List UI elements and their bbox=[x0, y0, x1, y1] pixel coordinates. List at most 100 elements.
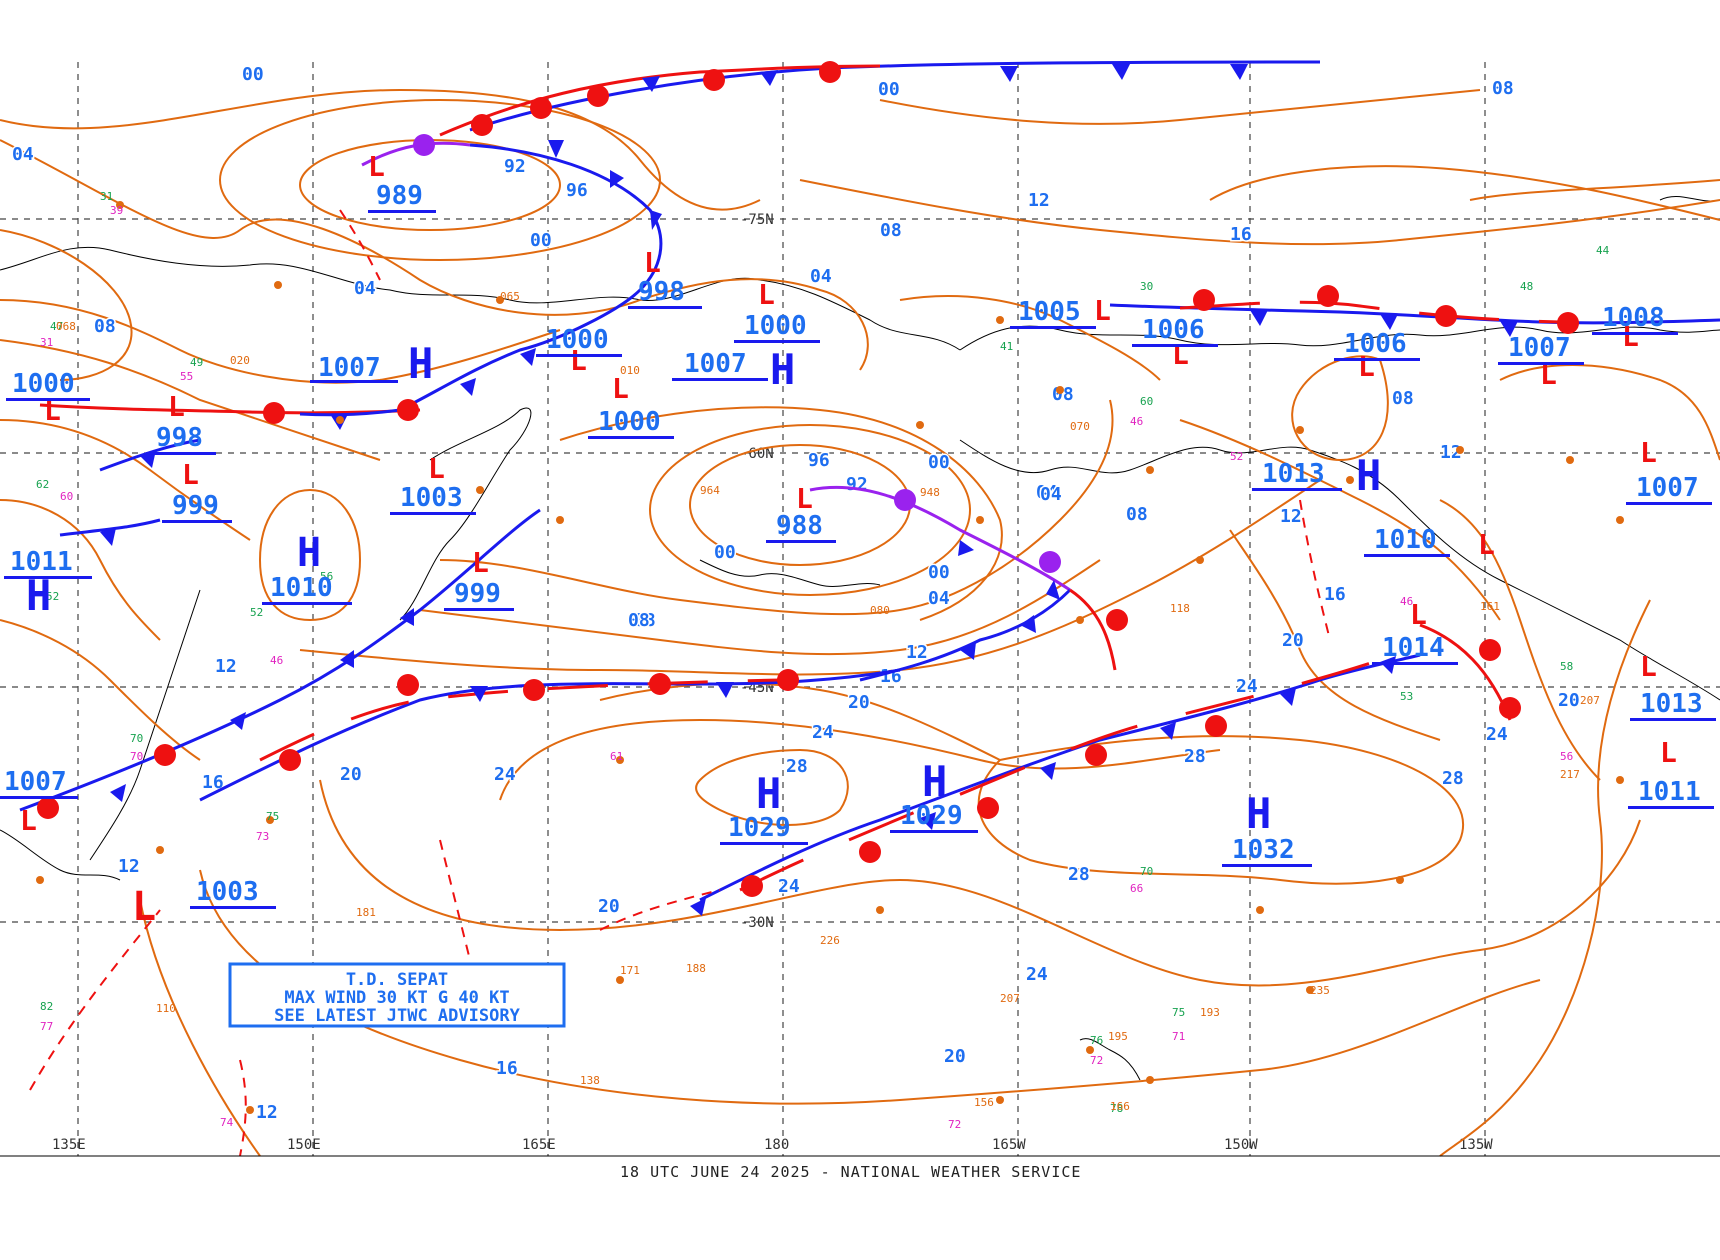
isobar-label: 28 bbox=[1184, 746, 1206, 767]
high-centers: H 1007 H 1007 H 1010 H 1011 H 1029 H 102… bbox=[4, 339, 1381, 867]
high-value: 1032 bbox=[1232, 835, 1295, 865]
isobar-label: 08 bbox=[94, 316, 116, 337]
lon-label: 150E bbox=[287, 1137, 321, 1153]
advisory-line-1: T.D. SEPAT bbox=[346, 970, 448, 990]
cold-front-west-seg bbox=[299, 408, 401, 417]
isobar-label: 24 bbox=[1026, 964, 1048, 985]
svg-text:46: 46 bbox=[1400, 595, 1413, 608]
svg-text:166: 166 bbox=[1110, 1100, 1130, 1113]
trough-4 bbox=[1299, 499, 1331, 641]
high-value: 1010 bbox=[270, 573, 333, 603]
isobar-label: 20 bbox=[1282, 630, 1304, 651]
isobar-label: 24 bbox=[1236, 676, 1258, 697]
high-center: H 1010 bbox=[262, 530, 352, 605]
svg-text:964: 964 bbox=[700, 484, 720, 497]
trough-5 bbox=[599, 889, 721, 931]
svg-text:L: L bbox=[182, 458, 199, 491]
svg-text:171: 171 bbox=[620, 964, 640, 977]
svg-text:61: 61 bbox=[610, 750, 623, 763]
svg-text:56: 56 bbox=[320, 570, 333, 583]
svg-text:60: 60 bbox=[60, 490, 73, 503]
svg-text:49: 49 bbox=[190, 356, 203, 369]
svg-text:72: 72 bbox=[948, 1118, 961, 1131]
isobar-label: 00 bbox=[928, 452, 950, 473]
low-value: 999 bbox=[454, 579, 501, 609]
isobars bbox=[0, 88, 1720, 1157]
svg-text:58: 58 bbox=[1560, 660, 1573, 673]
svg-text:31: 31 bbox=[40, 336, 53, 349]
high-value: 1029 bbox=[900, 801, 963, 831]
trough-3 bbox=[439, 839, 471, 961]
svg-text:47: 47 bbox=[50, 320, 63, 333]
isobar-label: 16 bbox=[202, 772, 224, 793]
low-value: 988 bbox=[776, 511, 823, 541]
isobar-label: 12 bbox=[1280, 506, 1302, 527]
isobar-label: 96 bbox=[808, 450, 830, 471]
lat-label: -75N bbox=[740, 212, 774, 228]
svg-text:L: L bbox=[758, 278, 775, 311]
svg-text:188: 188 bbox=[686, 962, 706, 975]
high-value: 1029 bbox=[728, 813, 791, 843]
svg-text:138: 138 bbox=[580, 1074, 600, 1087]
high-center: H 1029 bbox=[720, 769, 808, 845]
isobar-label: 16 bbox=[496, 1058, 518, 1079]
svg-text:74: 74 bbox=[220, 1116, 234, 1129]
svg-text:52: 52 bbox=[46, 590, 59, 603]
isobar-label: 04 bbox=[354, 278, 376, 299]
isobar-label: 28 bbox=[1442, 768, 1464, 789]
low-value: 1007 bbox=[1636, 473, 1699, 503]
isobar-label: 04 bbox=[1040, 484, 1062, 505]
svg-text:L: L bbox=[1622, 320, 1639, 353]
isobar-label: 92 bbox=[846, 474, 868, 495]
high-value: 1013 bbox=[1262, 459, 1325, 489]
high-value: 1007 bbox=[318, 353, 381, 383]
svg-text:070: 070 bbox=[1070, 420, 1090, 433]
low-center: L 1005 bbox=[1010, 294, 1111, 329]
svg-text:30: 30 bbox=[1140, 280, 1153, 293]
isobar-label: 04 bbox=[12, 144, 34, 165]
svg-text:L: L bbox=[1478, 528, 1495, 561]
low-value: 1014 bbox=[1382, 633, 1445, 663]
svg-text:77: 77 bbox=[40, 1020, 53, 1033]
svg-text:66: 66 bbox=[1130, 882, 1143, 895]
low-value: 998 bbox=[156, 423, 203, 453]
svg-text:L: L bbox=[472, 546, 489, 579]
svg-text:L: L bbox=[1640, 650, 1657, 683]
svg-text:L: L bbox=[132, 884, 156, 930]
low-center: L 1011 bbox=[1628, 736, 1714, 809]
svg-text:156: 156 bbox=[974, 1096, 994, 1109]
cold-front-sw bbox=[19, 508, 541, 812]
isobar-label: 08 bbox=[880, 220, 902, 241]
advisory-box: T.D. SEPAT MAX WIND 30 KT G 40 KT SEE LA… bbox=[228, 962, 566, 1028]
svg-text:L: L bbox=[20, 804, 37, 837]
svg-text:L: L bbox=[1540, 358, 1557, 391]
graticule bbox=[0, 62, 1720, 1156]
svg-text:L: L bbox=[168, 390, 185, 423]
low-value: 1000 bbox=[546, 325, 609, 355]
isobar-label: 00 bbox=[242, 64, 264, 85]
svg-text:75: 75 bbox=[1172, 1006, 1185, 1019]
svg-text:70: 70 bbox=[130, 732, 143, 745]
trough-1 bbox=[339, 209, 381, 281]
svg-text:010: 010 bbox=[620, 364, 640, 377]
svg-text:235: 235 bbox=[1310, 984, 1330, 997]
svg-text:207: 207 bbox=[1580, 694, 1600, 707]
low-value: 1005 bbox=[1018, 297, 1081, 327]
svg-text:193: 193 bbox=[1200, 1006, 1220, 1019]
svg-text:H: H bbox=[297, 530, 321, 576]
low-value: 1000 bbox=[12, 369, 75, 399]
low-value: 1008 bbox=[1602, 303, 1665, 333]
svg-text:L: L bbox=[1094, 294, 1111, 327]
svg-text:76: 76 bbox=[1090, 1034, 1103, 1047]
high-center: H 1007 bbox=[672, 345, 795, 394]
